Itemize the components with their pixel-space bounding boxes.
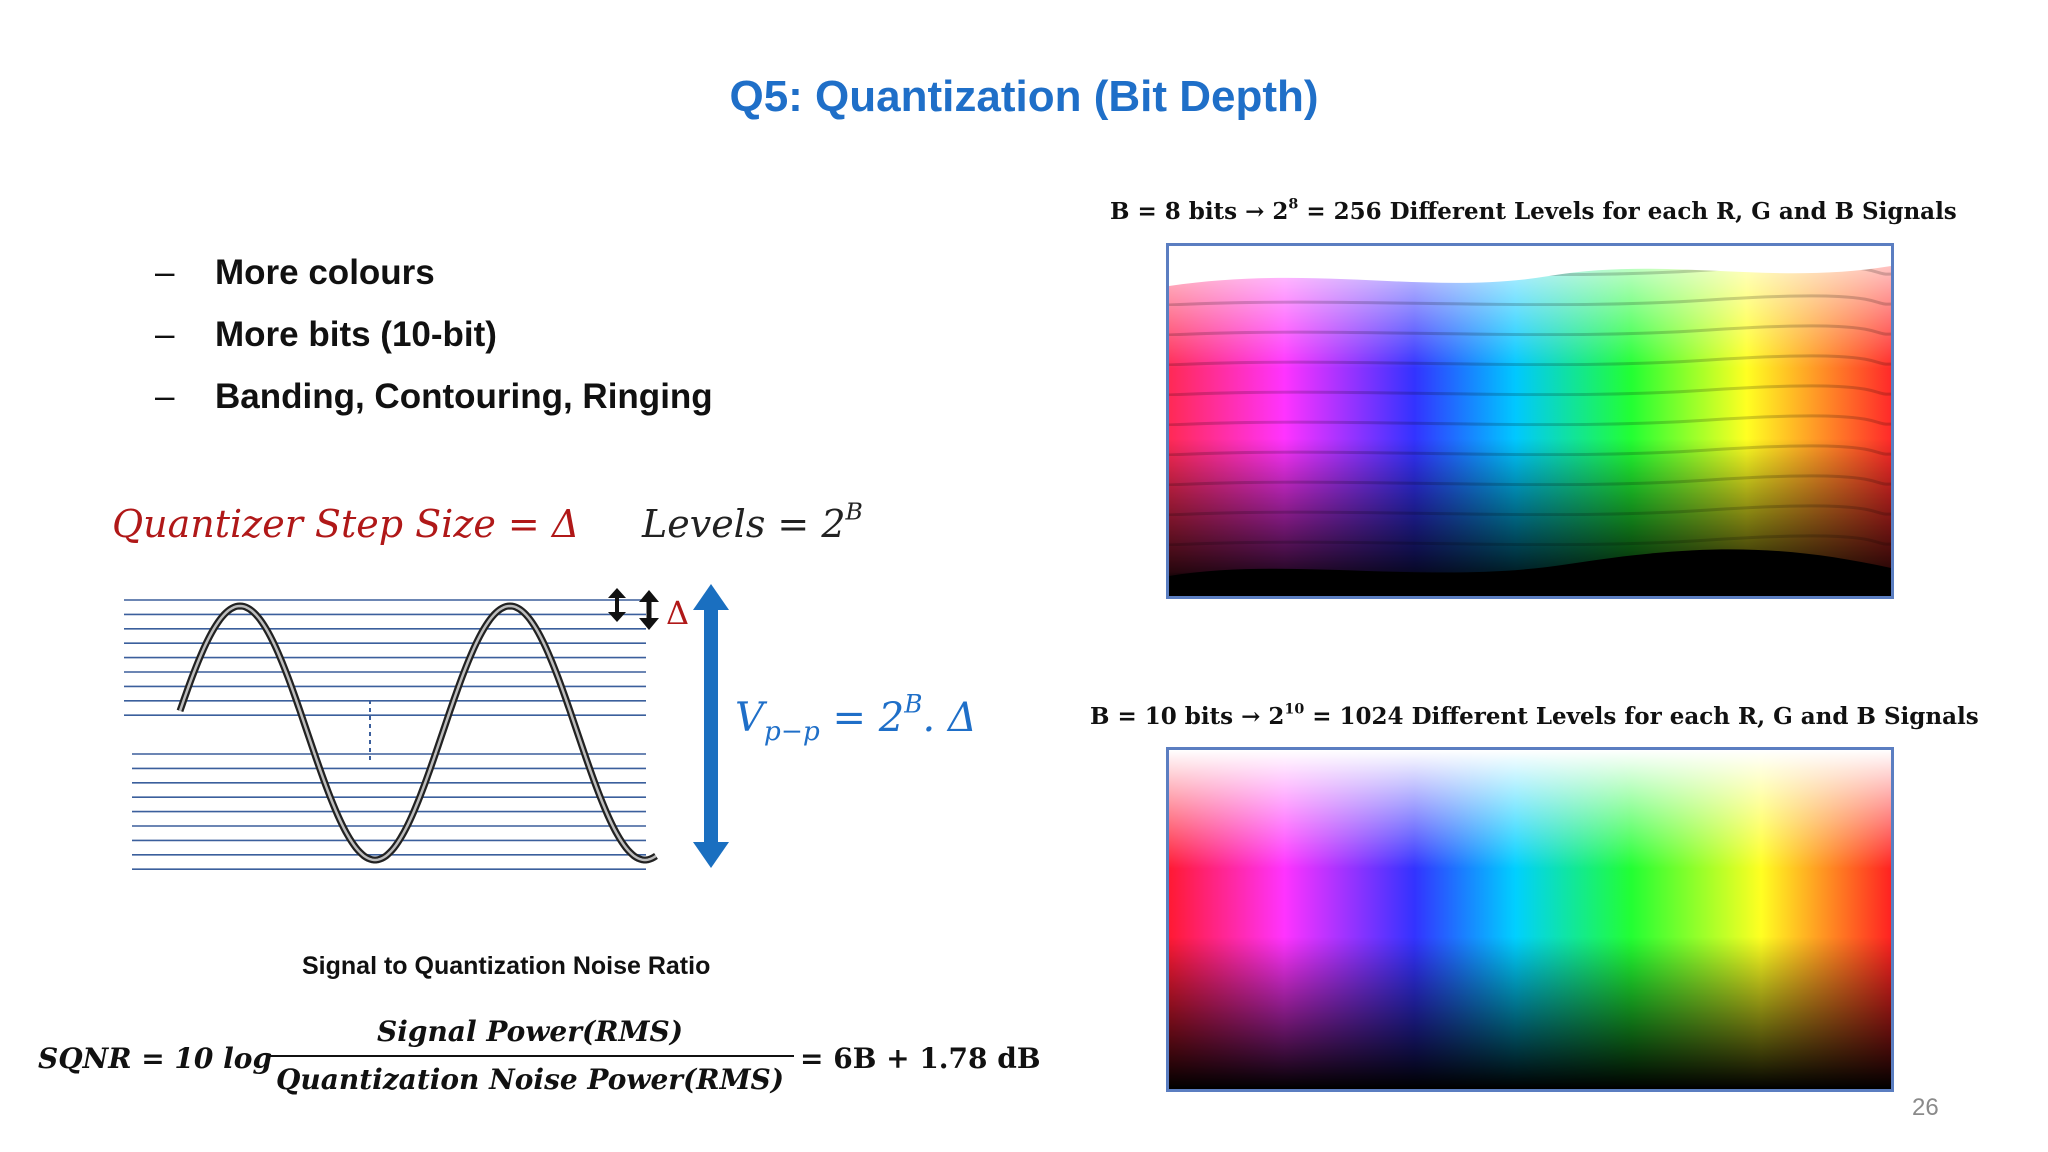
- vpp-subscript: p−p: [763, 716, 820, 748]
- bit10-caption-prefix: B = 10 bits → 2: [1090, 703, 1285, 730]
- fraction-bar: [266, 1055, 794, 1057]
- spectrum-10bit-graphic: [1169, 750, 1891, 1089]
- sqnr-numerator: Signal Power(RMS): [377, 1015, 683, 1048]
- levels-label: Levels = 2B: [642, 500, 863, 546]
- quantization-level-lines: [124, 599, 646, 871]
- delta-marker: Δ: [666, 594, 689, 632]
- step-double-arrow-icon: [608, 588, 626, 622]
- color-spectrum-8bit-image: [1166, 243, 1894, 599]
- vpp-suffix: . Δ: [922, 695, 977, 741]
- bullet-dash: –: [155, 315, 175, 354]
- spectrum-8bit-graphic: [1169, 246, 1891, 596]
- bullet-item: – More colours: [155, 242, 713, 304]
- bit8-caption-prefix: B = 8 bits → 2: [1110, 198, 1289, 225]
- bit8-caption-suffix: = 256 Different Levels for each R, G and…: [1298, 198, 1957, 225]
- levels-base: Levels = 2: [642, 502, 846, 546]
- bullet-text: Banding, Contouring, Ringing: [215, 377, 713, 416]
- bit10-caption: B = 10 bits → 210 = 1024 Different Level…: [1090, 701, 1979, 730]
- sine-wave: [176, 602, 658, 864]
- bullet-text: More colours: [215, 253, 435, 292]
- bullet-item: – More bits (10-bit): [155, 304, 713, 366]
- vpp-label: Vp−p = 2B. Δ: [735, 692, 977, 745]
- bullet-item: – Banding, Contouring, Ringing: [155, 366, 713, 428]
- bit10-caption-suffix: = 1024 Different Levels for each R, G an…: [1304, 703, 1979, 730]
- bit10-caption-exponent: 10: [1284, 701, 1305, 718]
- vpp-prefix: V: [735, 695, 764, 741]
- vpp-double-arrow-icon: [693, 584, 729, 868]
- page-number: 26: [1912, 1094, 1939, 1121]
- bit8-caption: B = 8 bits → 28 = 256 Different Levels f…: [1110, 196, 1957, 225]
- quantizer-step-label: Quantizer Step Size = Δ: [112, 502, 580, 546]
- vpp-equals: = 2: [819, 695, 905, 741]
- slide-title: Q5: Quantization (Bit Depth): [729, 72, 1319, 121]
- sine-wave-highlight: [178, 604, 657, 862]
- levels-exponent: B: [845, 497, 863, 526]
- bullet-dash: –: [155, 377, 175, 416]
- sqnr-rhs: = 6B + 1.78 dB: [800, 1042, 1041, 1075]
- sqnr-fraction: Signal Power(RMS) Quantization Noise Pow…: [266, 1012, 794, 1100]
- bullet-dash: –: [155, 253, 175, 292]
- bullet-list: – More colours – More bits (10-bit) – Bandi…: [155, 242, 713, 428]
- vpp-exponent: B: [904, 689, 923, 719]
- color-spectrum-10bit-image: [1166, 747, 1894, 1092]
- sqnr-lhs: SQNR = 10 log: [38, 1042, 273, 1075]
- bullet-text: More bits (10-bit): [215, 315, 497, 354]
- sqnr-label: Signal to Quantization Noise Ratio: [302, 952, 711, 980]
- sqnr-denominator: Quantization Noise Power(RMS): [275, 1063, 785, 1096]
- bit8-caption-exponent: 8: [1288, 196, 1299, 213]
- delta-double-arrow-icon: [639, 590, 659, 630]
